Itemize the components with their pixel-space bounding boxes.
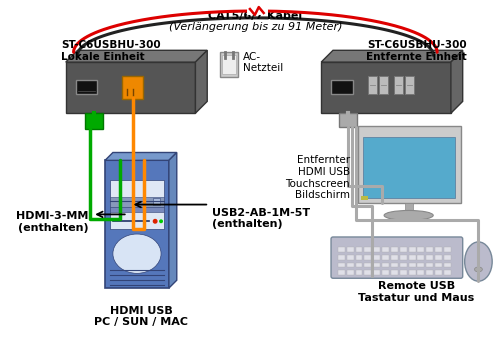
- FancyBboxPatch shape: [122, 76, 143, 99]
- Bar: [321, 62, 450, 113]
- Bar: [399, 270, 406, 275]
- Bar: [390, 262, 397, 267]
- Bar: [417, 255, 423, 260]
- Text: ST-C6USBHU-300
Entfernte Einheit: ST-C6USBHU-300 Entfernte Einheit: [365, 40, 466, 62]
- Text: Entfernter
HDMI USB
Touchscreen
Bildschirm: Entfernter HDMI USB Touchscreen Bildschi…: [285, 156, 349, 200]
- Bar: [393, 76, 402, 94]
- Bar: [364, 262, 371, 267]
- Bar: [110, 207, 164, 212]
- Bar: [85, 113, 103, 129]
- Bar: [338, 113, 356, 127]
- Bar: [373, 255, 379, 260]
- Text: CAT5/6/7 Kabel: CAT5/6/7 Kabel: [208, 11, 302, 21]
- Bar: [425, 255, 432, 260]
- Bar: [221, 55, 235, 74]
- Bar: [373, 247, 379, 252]
- Bar: [110, 197, 164, 207]
- Bar: [153, 198, 160, 204]
- Bar: [434, 270, 441, 275]
- Bar: [434, 247, 441, 252]
- Bar: [417, 262, 423, 267]
- Text: HDMI-3-MM
(enthalten): HDMI-3-MM (enthalten): [16, 211, 88, 233]
- Bar: [381, 262, 388, 267]
- Bar: [355, 255, 362, 260]
- Bar: [425, 247, 432, 252]
- Bar: [425, 270, 432, 275]
- Ellipse shape: [464, 242, 491, 281]
- Circle shape: [152, 219, 157, 224]
- Bar: [443, 255, 450, 260]
- Bar: [404, 203, 412, 215]
- Bar: [364, 270, 371, 275]
- FancyBboxPatch shape: [330, 237, 462, 278]
- Text: HDMI USB
PC / SUN / MAC: HDMI USB PC / SUN / MAC: [94, 306, 187, 327]
- Bar: [399, 247, 406, 252]
- Bar: [425, 262, 432, 267]
- Bar: [381, 255, 388, 260]
- Circle shape: [159, 219, 163, 223]
- Bar: [337, 255, 344, 260]
- Bar: [219, 52, 237, 77]
- Bar: [346, 255, 353, 260]
- Bar: [105, 160, 168, 288]
- Bar: [381, 247, 388, 252]
- Bar: [337, 262, 344, 267]
- Text: (Verlängerung bis zu 91 Meter): (Verlängerung bis zu 91 Meter): [168, 22, 342, 32]
- Bar: [408, 255, 415, 260]
- Bar: [434, 262, 441, 267]
- Bar: [364, 255, 371, 260]
- Bar: [404, 76, 413, 94]
- Bar: [408, 262, 415, 267]
- Bar: [355, 247, 362, 252]
- Bar: [363, 137, 454, 198]
- Bar: [346, 262, 353, 267]
- Bar: [373, 262, 379, 267]
- Ellipse shape: [473, 267, 481, 272]
- Bar: [337, 247, 344, 252]
- Ellipse shape: [383, 211, 432, 220]
- Bar: [346, 247, 353, 252]
- Bar: [408, 270, 415, 275]
- Polygon shape: [66, 50, 207, 62]
- Bar: [381, 270, 388, 275]
- Polygon shape: [195, 50, 207, 113]
- Bar: [417, 270, 423, 275]
- Text: ST-C6USBHU-300
Lokale Einheit: ST-C6USBHU-300 Lokale Einheit: [61, 40, 160, 62]
- Bar: [360, 196, 368, 200]
- Bar: [443, 262, 450, 267]
- FancyBboxPatch shape: [330, 80, 352, 94]
- Polygon shape: [168, 153, 176, 288]
- Bar: [110, 180, 164, 229]
- Bar: [390, 247, 397, 252]
- Bar: [399, 262, 406, 267]
- Bar: [434, 255, 441, 260]
- Polygon shape: [321, 50, 462, 62]
- FancyBboxPatch shape: [76, 80, 97, 94]
- Bar: [443, 270, 450, 275]
- Bar: [357, 126, 460, 203]
- Ellipse shape: [113, 234, 161, 273]
- Bar: [364, 247, 371, 252]
- Text: USB2-AB-1M-5T
(enthalten): USB2-AB-1M-5T (enthalten): [212, 207, 310, 229]
- Bar: [408, 247, 415, 252]
- Text: AC-
Netzteil: AC- Netzteil: [242, 52, 282, 73]
- Bar: [346, 270, 353, 275]
- Polygon shape: [105, 153, 176, 160]
- Bar: [373, 270, 379, 275]
- Bar: [390, 255, 397, 260]
- Bar: [355, 270, 362, 275]
- Bar: [368, 76, 376, 94]
- Polygon shape: [450, 50, 462, 113]
- Bar: [390, 270, 397, 275]
- Text: Remote USB
Tastatur und Maus: Remote USB Tastatur und Maus: [358, 281, 474, 303]
- Bar: [399, 255, 406, 260]
- Bar: [443, 247, 450, 252]
- Bar: [417, 247, 423, 252]
- Bar: [378, 76, 387, 94]
- Bar: [66, 62, 195, 113]
- Bar: [355, 262, 362, 267]
- Bar: [337, 270, 344, 275]
